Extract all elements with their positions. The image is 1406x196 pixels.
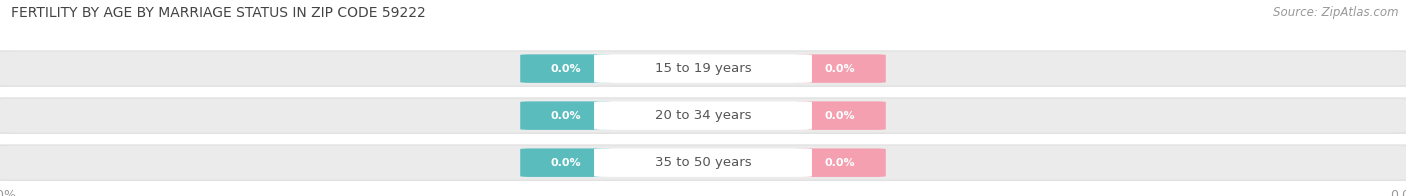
FancyBboxPatch shape [794, 148, 886, 177]
FancyBboxPatch shape [0, 144, 1406, 181]
Text: 15 to 19 years: 15 to 19 years [655, 62, 751, 75]
FancyBboxPatch shape [0, 146, 1406, 180]
FancyBboxPatch shape [593, 101, 813, 130]
FancyBboxPatch shape [593, 54, 813, 83]
FancyBboxPatch shape [0, 99, 1406, 132]
Text: 35 to 50 years: 35 to 50 years [655, 156, 751, 169]
FancyBboxPatch shape [520, 148, 612, 177]
Text: 0.0%: 0.0% [551, 64, 581, 74]
FancyBboxPatch shape [593, 148, 813, 177]
Text: 0.0%: 0.0% [825, 158, 855, 168]
FancyBboxPatch shape [0, 52, 1406, 85]
Text: 20 to 34 years: 20 to 34 years [655, 109, 751, 122]
Text: 0.0%: 0.0% [825, 111, 855, 121]
FancyBboxPatch shape [794, 101, 886, 130]
FancyBboxPatch shape [520, 54, 612, 83]
Text: 0.0%: 0.0% [551, 111, 581, 121]
FancyBboxPatch shape [0, 97, 1406, 134]
Text: 0.0%: 0.0% [551, 158, 581, 168]
FancyBboxPatch shape [0, 50, 1406, 87]
FancyBboxPatch shape [794, 54, 886, 83]
FancyBboxPatch shape [520, 101, 612, 130]
Text: Source: ZipAtlas.com: Source: ZipAtlas.com [1274, 6, 1399, 19]
Text: 0.0%: 0.0% [825, 64, 855, 74]
Text: FERTILITY BY AGE BY MARRIAGE STATUS IN ZIP CODE 59222: FERTILITY BY AGE BY MARRIAGE STATUS IN Z… [11, 6, 426, 20]
